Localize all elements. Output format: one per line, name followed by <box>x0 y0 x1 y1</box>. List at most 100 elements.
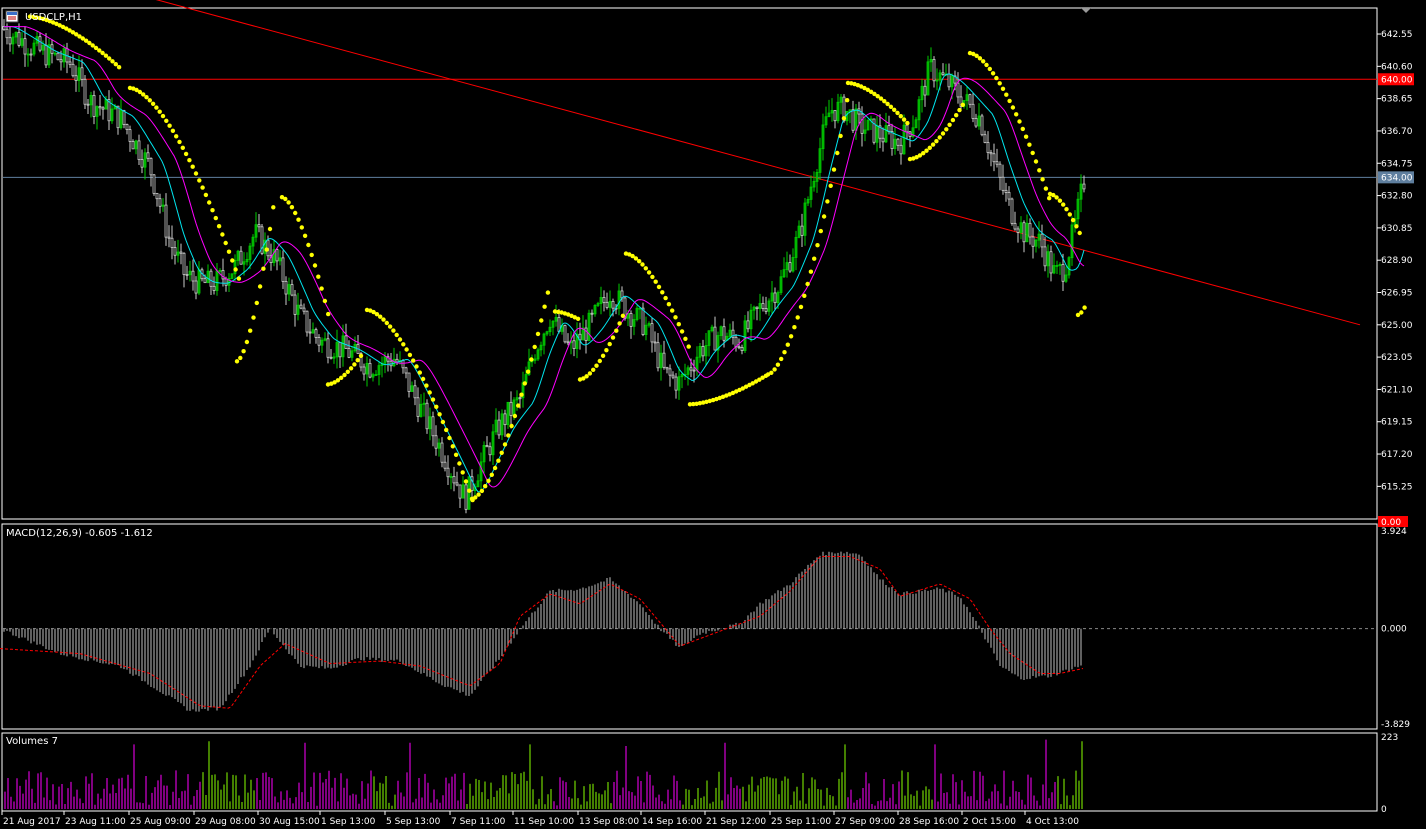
candle <box>905 123 909 140</box>
sar-dot <box>257 284 263 289</box>
price-tick-label: 623.05 <box>1381 353 1413 363</box>
candle <box>110 97 114 124</box>
sar-dot <box>509 423 514 429</box>
candle <box>602 290 606 312</box>
candle <box>608 290 612 317</box>
candle <box>764 296 768 315</box>
trend-line[interactable] <box>0 0 1361 326</box>
sar-dot <box>597 358 602 364</box>
sar-dot <box>339 375 344 380</box>
time-tick-label: 27 Sep 09:00 <box>835 817 895 827</box>
candle <box>1064 266 1068 283</box>
sar-dot <box>296 217 301 222</box>
sar-dot <box>584 374 589 379</box>
sar-dot <box>93 45 99 51</box>
sar-dot <box>937 135 942 140</box>
sar-dot <box>734 389 739 394</box>
candle <box>758 293 762 321</box>
sar-dot <box>753 379 759 384</box>
sar-dot <box>701 400 706 405</box>
sar-dot <box>572 315 577 320</box>
candle <box>899 137 903 165</box>
time-tick-label: 7 Sep 11:00 <box>451 817 506 827</box>
candle <box>485 436 489 448</box>
sar-dot <box>342 372 347 378</box>
candle <box>968 93 972 108</box>
volume-pane[interactable]: 223 0 <box>4 733 1398 815</box>
candle <box>749 303 753 342</box>
candle <box>641 302 645 337</box>
sar-dot <box>707 398 712 404</box>
candle <box>446 455 450 485</box>
sar-dot <box>264 247 269 252</box>
sar-dot <box>710 397 716 403</box>
candle <box>647 321 651 328</box>
sar-dot <box>47 19 52 24</box>
candle <box>821 113 825 161</box>
sar-dot <box>453 452 459 457</box>
sar-dot <box>430 397 436 402</box>
sar-dot <box>391 328 396 333</box>
sar-dot <box>348 366 354 371</box>
sar-dot <box>984 62 989 68</box>
sar-dot <box>646 270 652 275</box>
candle <box>146 144 150 162</box>
sar-dot <box>499 450 504 455</box>
candle <box>35 30 39 47</box>
candle <box>254 212 258 243</box>
candle <box>740 344 744 355</box>
candle <box>68 56 72 68</box>
candle <box>668 364 672 387</box>
sar-dot <box>213 215 218 221</box>
time-tick-label: 25 Sep 11:00 <box>771 817 831 827</box>
candle <box>1013 211 1017 231</box>
sar-dot <box>216 224 222 229</box>
sar-dot <box>676 322 681 327</box>
sar-dot <box>1020 126 1025 132</box>
triangle-down-icon[interactable] <box>1081 8 1091 13</box>
sar-dot <box>532 344 537 350</box>
price-tick-label: 628.90 <box>1381 256 1413 266</box>
candle <box>539 341 543 357</box>
candle <box>632 314 636 336</box>
macd-pane[interactable]: 3.924 0.000 -3.829 <box>0 527 1410 730</box>
candle <box>638 307 642 320</box>
candle <box>287 277 291 302</box>
candle <box>140 149 144 174</box>
candle <box>989 149 993 167</box>
candle <box>134 139 138 155</box>
price-pane[interactable] <box>0 0 1377 514</box>
candle <box>74 65 78 92</box>
sar-dot <box>496 458 501 463</box>
candle <box>314 327 318 344</box>
sar-dot <box>519 392 524 397</box>
sar-dot <box>200 185 205 190</box>
candle <box>746 311 750 333</box>
sar-dot <box>849 81 854 86</box>
sar-dot <box>1047 196 1052 201</box>
candle <box>167 225 171 248</box>
sar-dot <box>293 210 298 216</box>
sar-dot <box>230 258 235 263</box>
candle <box>353 336 357 353</box>
price-tick-label: 630.85 <box>1381 224 1413 234</box>
sar-dot <box>167 123 172 128</box>
candle <box>1070 216 1074 266</box>
sar-dot <box>144 95 149 100</box>
sar-dot <box>604 348 609 353</box>
sar-dot <box>670 308 675 313</box>
candle <box>188 260 192 282</box>
sar-dot <box>577 377 583 382</box>
candle <box>824 106 828 129</box>
candle <box>692 359 696 383</box>
sar-dot <box>828 183 833 188</box>
candle <box>470 469 474 499</box>
sar-dot <box>404 347 409 352</box>
sar-dot <box>506 433 511 438</box>
sar-dot <box>714 396 719 402</box>
candle <box>578 322 582 350</box>
candle <box>542 332 546 355</box>
candle <box>947 63 951 91</box>
sar-dot <box>271 205 276 210</box>
